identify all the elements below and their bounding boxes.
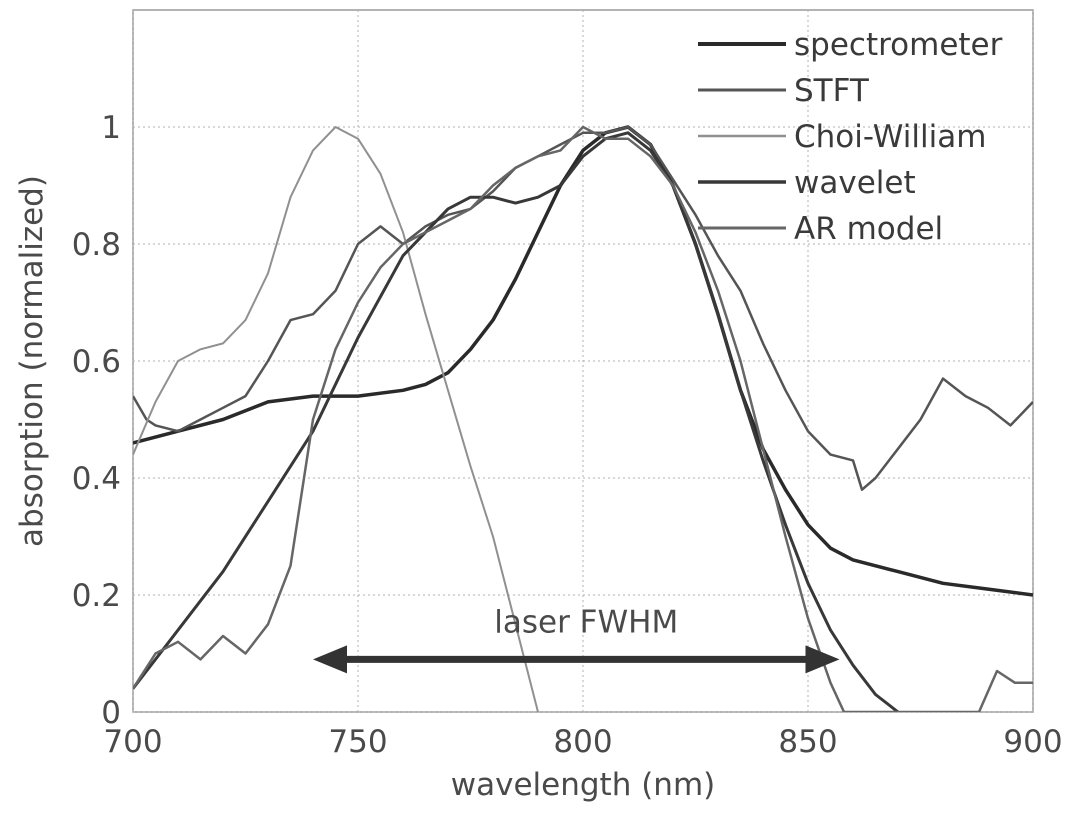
- x-tick-label: 800: [553, 724, 612, 760]
- y-axis-label: absorption (normalized): [14, 175, 50, 547]
- series-line-choi-william: [133, 126, 539, 712]
- x-tick-label: 850: [778, 724, 837, 760]
- legend-label-spectrometer: spectrometer: [794, 27, 1003, 63]
- legend: spectrometer STFT Choi-William wavelet AR mo…: [698, 27, 1003, 247]
- data-series: [133, 125, 1033, 712]
- fwhm-arrowhead-right: [805, 645, 840, 674]
- y-tick-label: 0.6: [72, 344, 121, 380]
- legend-label-ar-model: AR model: [794, 211, 943, 247]
- y-tick-label: 1: [101, 110, 121, 146]
- x-tick-label: 700: [103, 724, 162, 760]
- x-tick-label: 750: [328, 724, 387, 760]
- x-axis-label: wavelength (nm): [451, 767, 715, 803]
- legend-label-wavelet: wavelet: [794, 165, 916, 201]
- x-tick-label: 900: [1003, 724, 1062, 760]
- y-tick-label: 0: [101, 695, 121, 731]
- y-tick-label: 0.4: [72, 461, 121, 497]
- series-line-stft: [133, 125, 1033, 491]
- y-tick-label: 0.2: [72, 578, 121, 614]
- axis-ticks: 700 750 800 850 900 0 0.2 0.4 0.6 0.8 1: [72, 110, 1063, 760]
- series-line-ar-model: [133, 125, 1033, 712]
- legend-label-choi-william: Choi-William: [794, 119, 986, 155]
- fwhm-label: laser FWHM: [494, 604, 678, 640]
- y-tick-label: 0.8: [72, 227, 121, 263]
- legend-label-stft: STFT: [794, 73, 870, 109]
- fwhm-annotation: laser FWHM: [313, 604, 840, 674]
- fwhm-arrowhead-left: [313, 645, 347, 674]
- series-line-wavelet: [133, 131, 899, 712]
